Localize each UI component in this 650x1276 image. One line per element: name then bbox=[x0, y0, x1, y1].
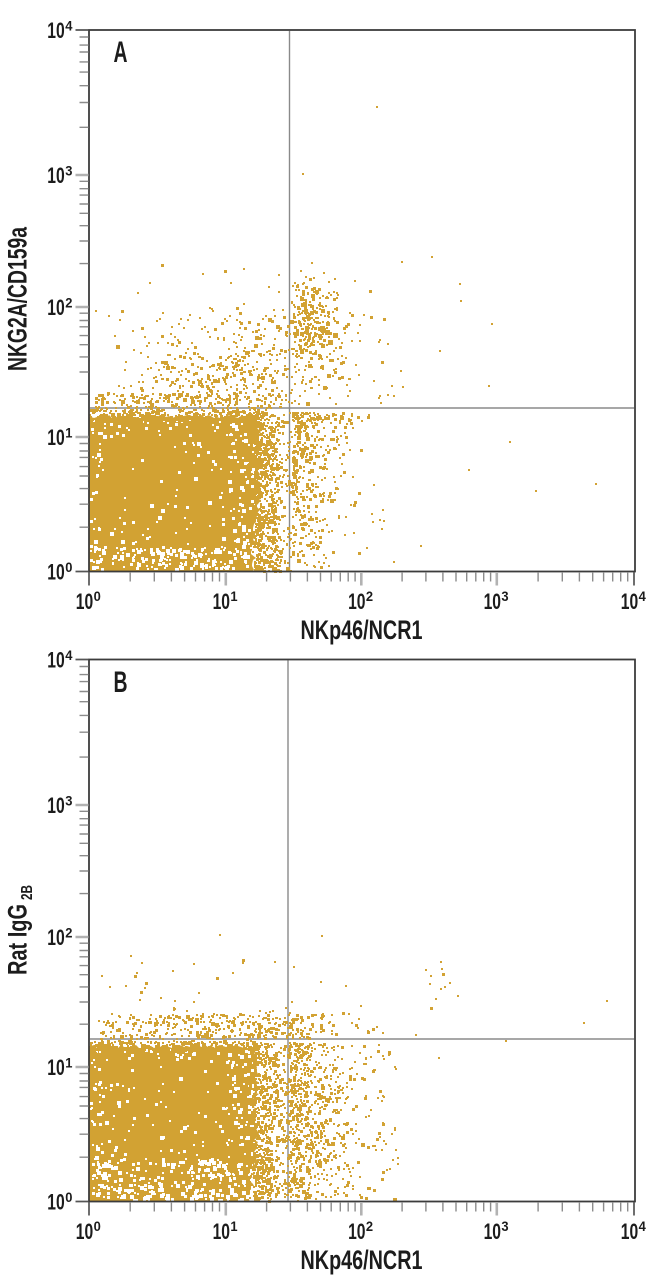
svg-text:A: A bbox=[114, 36, 128, 69]
svg-text:10: 10 bbox=[47, 560, 64, 585]
svg-text:10: 10 bbox=[47, 163, 64, 188]
svg-text:10: 10 bbox=[213, 589, 230, 614]
svg-text:10: 10 bbox=[484, 589, 501, 614]
svg-text:10: 10 bbox=[213, 1219, 230, 1244]
svg-text:4: 4 bbox=[639, 1219, 647, 1234]
svg-text:B: B bbox=[114, 666, 128, 699]
svg-text:3: 3 bbox=[501, 589, 509, 604]
svg-text:10: 10 bbox=[47, 295, 64, 320]
svg-text:0: 0 bbox=[94, 1219, 101, 1234]
svg-text:10: 10 bbox=[76, 589, 93, 614]
svg-text:10: 10 bbox=[348, 589, 365, 614]
svg-text:10: 10 bbox=[47, 425, 64, 450]
svg-text:3: 3 bbox=[501, 1219, 509, 1234]
svg-text:10: 10 bbox=[47, 793, 64, 818]
svg-text:NKp46/NCR1: NKp46/NCR1 bbox=[301, 615, 423, 645]
svg-text:2: 2 bbox=[65, 926, 72, 941]
svg-text:1: 1 bbox=[65, 426, 73, 441]
svg-text:10: 10 bbox=[348, 1219, 365, 1244]
svg-text:10: 10 bbox=[621, 589, 638, 614]
svg-text:4: 4 bbox=[65, 19, 73, 34]
svg-text:1: 1 bbox=[230, 589, 238, 604]
svg-text:10: 10 bbox=[47, 648, 64, 673]
svg-text:0: 0 bbox=[65, 1190, 72, 1205]
svg-text:10: 10 bbox=[47, 925, 64, 950]
svg-text:NKG2A/CD159a: NKG2A/CD159a bbox=[3, 226, 33, 371]
svg-text:1: 1 bbox=[65, 1056, 73, 1071]
svg-text:10: 10 bbox=[621, 1219, 638, 1244]
svg-text:4: 4 bbox=[639, 589, 647, 604]
svg-text:3: 3 bbox=[65, 164, 73, 179]
svg-text:10: 10 bbox=[47, 18, 64, 43]
svg-text:0: 0 bbox=[94, 589, 101, 604]
svg-text:0: 0 bbox=[65, 560, 72, 575]
svg-text:2B: 2B bbox=[19, 885, 36, 900]
svg-text:10: 10 bbox=[484, 1219, 501, 1244]
svg-text:2: 2 bbox=[366, 1219, 373, 1234]
svg-text:10: 10 bbox=[47, 1190, 64, 1215]
svg-text:10: 10 bbox=[47, 1055, 64, 1080]
svg-text:4: 4 bbox=[65, 648, 73, 663]
svg-text:2: 2 bbox=[65, 296, 72, 311]
svg-text:Rat IgG: Rat IgG bbox=[3, 904, 33, 975]
svg-text:3: 3 bbox=[65, 794, 73, 809]
svg-text:1: 1 bbox=[230, 1219, 238, 1234]
svg-text:2: 2 bbox=[366, 589, 373, 604]
svg-text:10: 10 bbox=[76, 1219, 93, 1244]
svg-text:NKp46/NCR1: NKp46/NCR1 bbox=[301, 1245, 423, 1275]
